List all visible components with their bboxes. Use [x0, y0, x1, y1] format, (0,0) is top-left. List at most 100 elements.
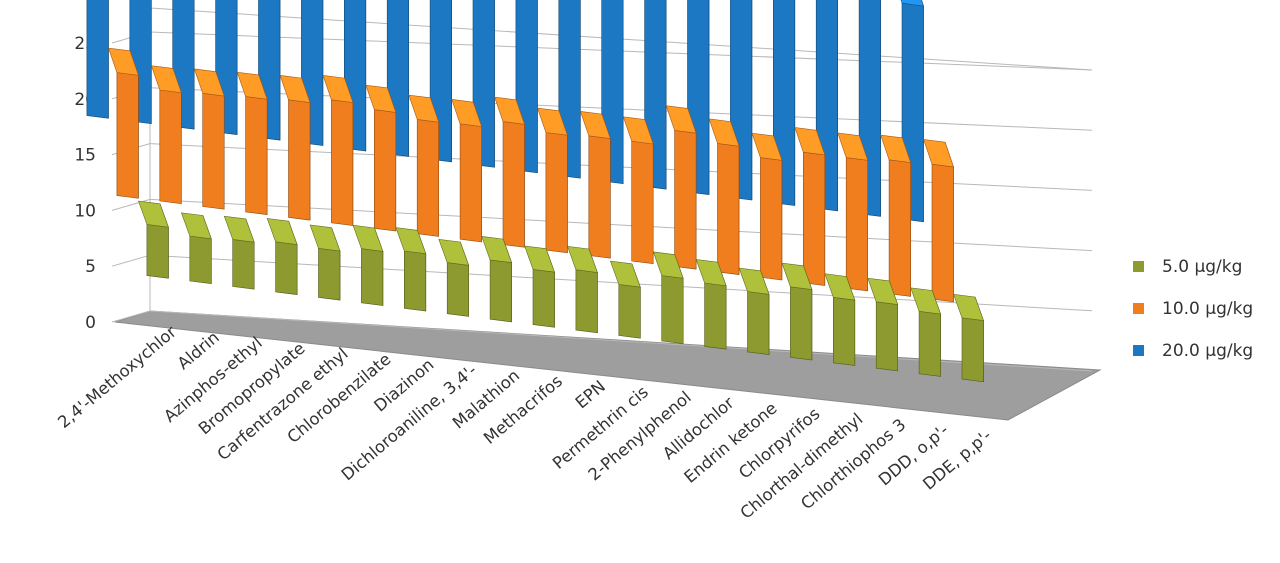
- bar-top: [880, 134, 912, 163]
- bar-top: [665, 105, 697, 134]
- bar: [365, 84, 397, 232]
- bar-front: [489, 259, 512, 323]
- bar-top: [579, 111, 611, 139]
- bar-top: [824, 273, 856, 301]
- x-category-label: 2,4'-Methoxychlor: [54, 322, 180, 432]
- bar-front: [661, 275, 684, 345]
- bar: [695, 259, 727, 350]
- bar: [408, 94, 440, 237]
- bar: [708, 118, 740, 275]
- bar-top: [309, 224, 341, 252]
- bar-front: [116, 72, 139, 199]
- bar: [223, 215, 255, 290]
- bar-front: [588, 135, 611, 259]
- bar: [266, 218, 298, 295]
- bar-top: [223, 215, 255, 243]
- bar-front: [888, 159, 911, 297]
- bar-top: [923, 139, 954, 168]
- bar: [193, 68, 225, 210]
- legend-swatch: [1133, 261, 1144, 272]
- bar-top: [567, 245, 598, 273]
- y-tick-label: 15: [74, 146, 96, 166]
- bar: [86, 0, 109, 119]
- chart-bars: [86, 0, 984, 383]
- bar-front: [245, 96, 268, 215]
- gridline-side: [111, 310, 151, 323]
- legend-label: 5.0 µg/kg: [1162, 257, 1242, 277]
- bar-front: [361, 248, 384, 306]
- x-category-label: EPN: [572, 377, 609, 413]
- bar-front: [159, 89, 182, 205]
- series-2-bars: [108, 47, 954, 303]
- bar-top: [609, 260, 641, 288]
- bar-front: [373, 109, 397, 232]
- bar-front: [961, 317, 984, 383]
- bar: [837, 132, 869, 292]
- bar: [652, 251, 684, 345]
- bar-top: [279, 75, 311, 103]
- bar: [108, 47, 139, 199]
- legend-swatch: [1133, 345, 1144, 356]
- bar-top: [322, 74, 354, 103]
- y-tick-label: 0: [85, 313, 96, 333]
- bar: [880, 134, 912, 297]
- bar: [579, 111, 611, 259]
- bar-top: [150, 65, 182, 94]
- bar-top: [900, 0, 924, 7]
- bar-front: [502, 121, 525, 248]
- bar: [609, 260, 641, 339]
- bar-front: [704, 282, 727, 350]
- bar-top: [953, 293, 984, 321]
- bar-top: [451, 99, 483, 127]
- bar-front: [202, 92, 225, 210]
- bar-front: [275, 241, 298, 295]
- bar: [481, 236, 513, 323]
- bar-front: [318, 247, 341, 301]
- bar-top: [622, 116, 654, 145]
- bar-top: [867, 277, 899, 305]
- bar-top: [236, 71, 268, 100]
- bar-front: [717, 143, 740, 275]
- bar-top: [695, 259, 727, 287]
- bar-front: [875, 301, 899, 372]
- bar-front: [545, 132, 568, 254]
- bar: [738, 267, 770, 355]
- bar: [524, 245, 555, 328]
- bar: [138, 200, 169, 279]
- bar-front: [790, 286, 813, 361]
- y-tick-label: 5: [85, 257, 96, 277]
- bar-top: [708, 118, 740, 147]
- bar: [751, 132, 783, 281]
- y-tick-label: 10: [74, 201, 96, 221]
- bar-front: [86, 0, 109, 119]
- bar-front: [674, 130, 697, 270]
- bar-top: [395, 227, 427, 255]
- bar: [395, 227, 427, 312]
- bar-top: [794, 127, 826, 156]
- bar: [567, 245, 598, 334]
- bar-front: [446, 262, 470, 317]
- legend-label: 20.0 µg/kg: [1162, 341, 1253, 361]
- bar-top: [266, 218, 298, 245]
- bar-front: [802, 151, 826, 286]
- bar-top: [910, 287, 942, 315]
- bar-top: [738, 267, 770, 295]
- bar-top: [537, 107, 568, 136]
- bar-front: [845, 157, 869, 292]
- bar-top: [652, 251, 684, 279]
- bar-front: [459, 123, 482, 243]
- bar-front: [747, 291, 770, 355]
- bar-front: [631, 140, 654, 265]
- bar: [150, 65, 182, 205]
- bar: [180, 212, 212, 285]
- bar: [309, 224, 341, 301]
- legend: 5.0 µg/kg 10.0 µg/kg 20.0 µg/kg: [1133, 257, 1253, 361]
- bar-top: [837, 132, 869, 161]
- bar: [622, 116, 654, 265]
- bar-top: [481, 236, 513, 263]
- bar-top: [108, 47, 139, 76]
- bar-front: [288, 99, 311, 221]
- bar: [923, 139, 954, 303]
- bar-front: [618, 284, 641, 339]
- bar-top: [751, 132, 783, 161]
